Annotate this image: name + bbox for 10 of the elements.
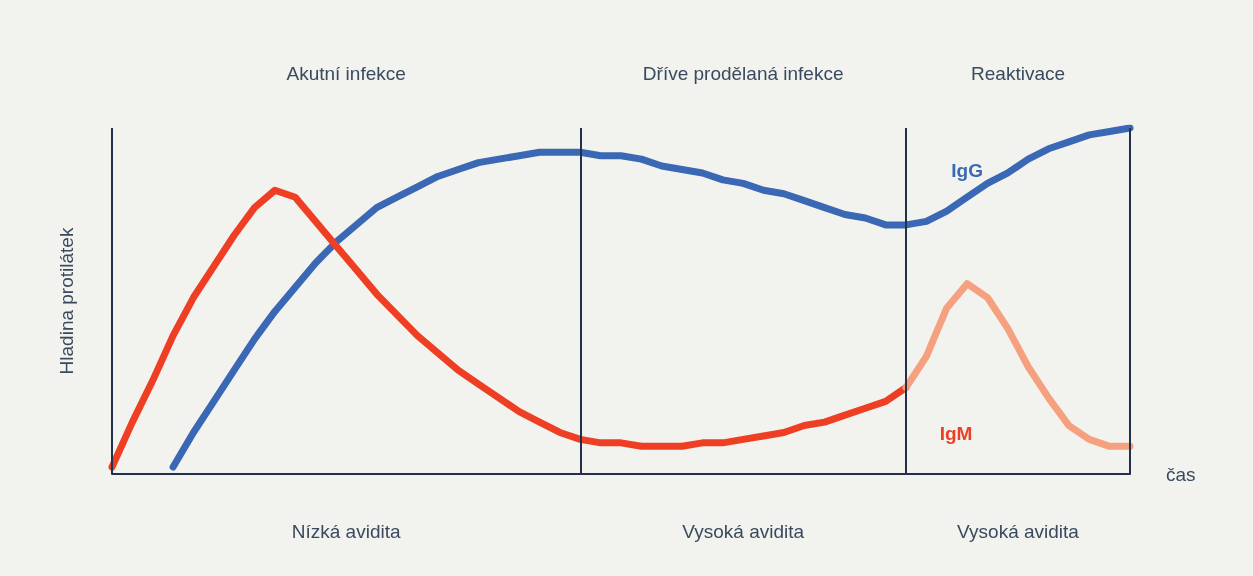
text: IgM: [939, 422, 973, 444]
y-axis-title: Hladina protilátek: [55, 227, 77, 375]
text: Dříve prodělaná infekce: [642, 63, 844, 84]
text: Nízká avidita: [291, 521, 401, 542]
text: Reaktivace: [971, 63, 1066, 84]
series-label: IgG: [951, 160, 983, 182]
text: Vysoká avidita: [682, 521, 805, 542]
x-axis-title: čas: [1166, 463, 1196, 485]
text: Vysoká avidita: [957, 521, 1080, 542]
text: Akutní infekce: [286, 63, 406, 84]
